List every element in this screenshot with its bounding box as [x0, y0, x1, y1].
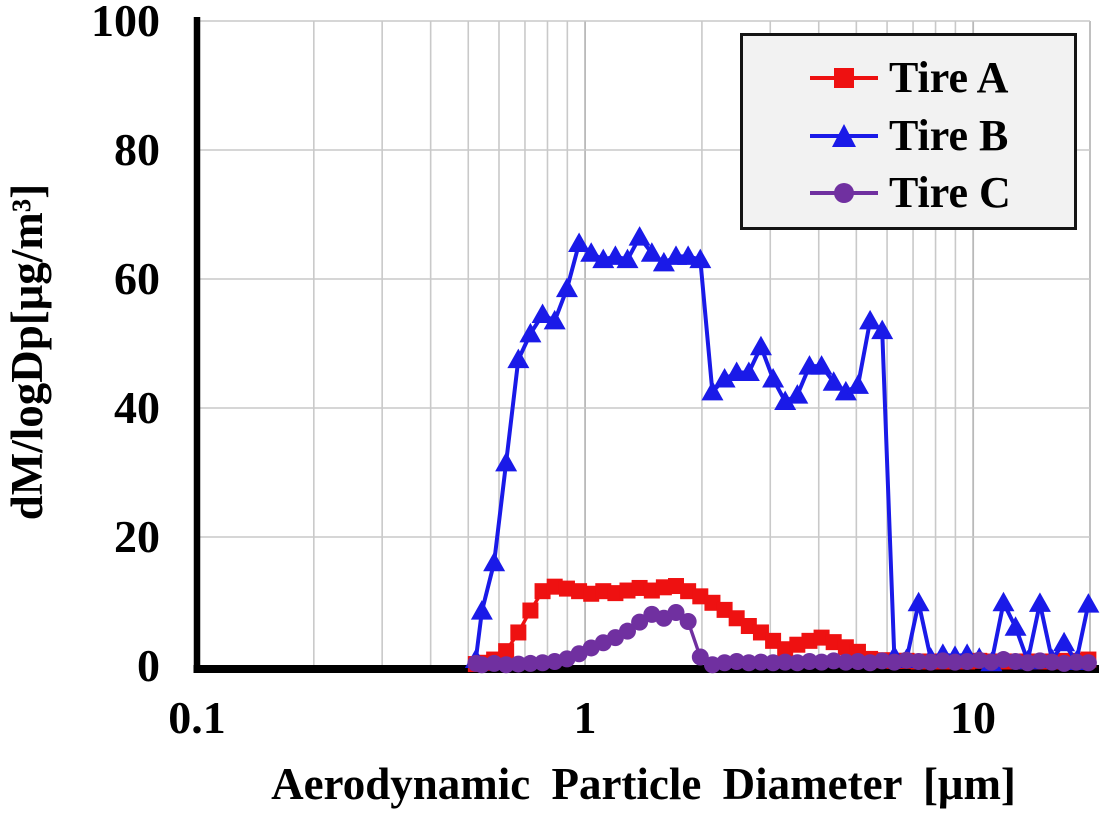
x-tick-label-10: 10: [950, 692, 996, 743]
square-marker-icon: [834, 67, 854, 88]
legend-label-tire-a: Tire A: [889, 52, 1009, 102]
x-tick-label-1: 1: [573, 692, 597, 743]
y-tick-label-40: 40: [114, 382, 160, 433]
legend-item-tire-a: Tire A: [809, 52, 1074, 102]
legend-item-tire-c: Tire C: [809, 169, 1074, 217]
y-tick-label-20: 20: [114, 511, 160, 562]
y-tick-label-0: 0: [137, 640, 160, 691]
x-tick-label-0p1: 0.1: [168, 692, 226, 743]
x-axis-title: Aerodynamic Particle Diameter [μm]: [271, 759, 1016, 809]
tire-a-legend-symbol: [810, 67, 878, 88]
legend-item-tire-b: Tire B: [809, 110, 1074, 160]
circle-marker-icon: [834, 183, 854, 204]
y-axis-title: dM/logDp[μg/m³]: [2, 183, 52, 521]
y-tick-label-80: 80: [114, 124, 160, 175]
legend-label-tire-b: Tire B: [889, 110, 1009, 160]
y-tick-label-60: 60: [114, 253, 160, 304]
tire-b-legend-symbol: [810, 123, 878, 147]
series-tire-b: [464, 226, 1100, 672]
y-tick-label-100: 100: [91, 0, 160, 46]
legend-label-tire-c: Tire C: [889, 168, 1011, 218]
series-tire-c: [467, 603, 1097, 674]
triangle-marker-icon: [832, 123, 856, 147]
legend: Tire A Tire B Tire C: [740, 33, 1077, 230]
tire-c-legend-symbol: [810, 183, 878, 204]
